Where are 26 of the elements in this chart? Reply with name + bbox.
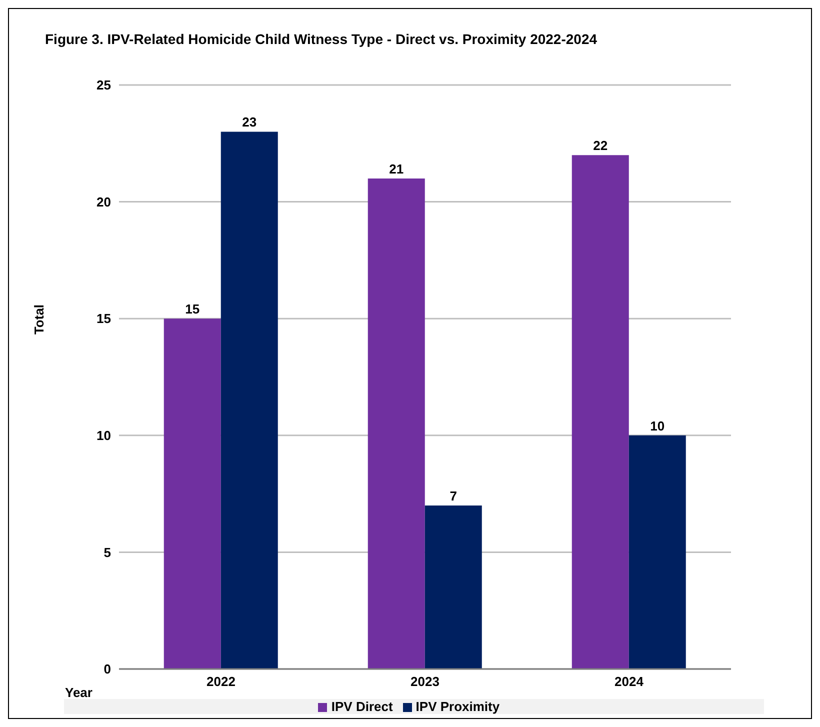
data-label: 15 (185, 302, 200, 317)
bar (164, 318, 221, 669)
x-tick-label: 2023 (410, 674, 440, 690)
data-label: 22 (593, 138, 608, 154)
legend-label: IPV Proximity (416, 699, 500, 714)
bar (424, 505, 482, 669)
x-tick-label: 2022 (206, 674, 236, 690)
y-axis-title: Total (32, 304, 46, 334)
x-tick-label: 2024 (614, 674, 644, 690)
legend-label: IPV Direct (331, 699, 393, 714)
bar (572, 155, 629, 669)
y-tick-label: 25 (96, 78, 111, 93)
y-tick-label: 0 (104, 662, 111, 677)
bar (368, 178, 425, 669)
bar (220, 132, 278, 669)
bar (628, 435, 686, 669)
data-label: 21 (389, 161, 404, 176)
data-label: 10 (650, 418, 665, 434)
data-label: 7 (450, 488, 457, 504)
chart-title: Figure 3. IPV-Related Homicide Child Witness Type - Direct vs. Proximity 2022-2024 (45, 31, 598, 47)
y-tick-label: 15 (96, 311, 111, 326)
x-axis-title: Year (65, 685, 92, 700)
data-label: 23 (242, 114, 257, 130)
y-tick-label: 10 (96, 428, 111, 444)
y-tick-label: 5 (104, 544, 111, 560)
y-tick-label: 20 (96, 194, 111, 210)
